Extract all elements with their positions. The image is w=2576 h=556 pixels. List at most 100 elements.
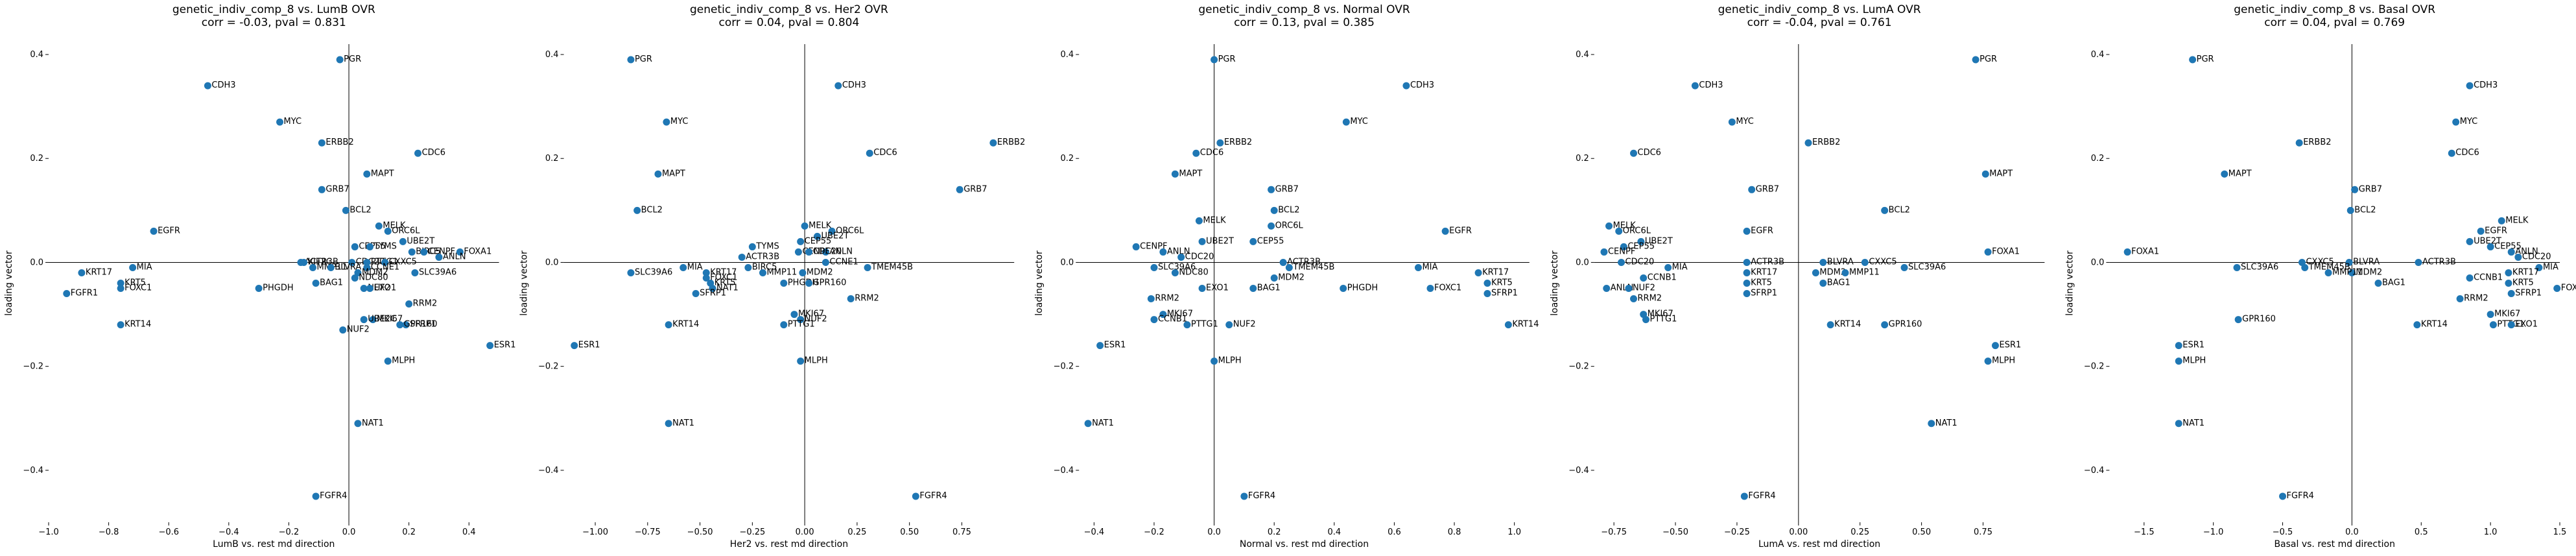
data-point	[1841, 269, 1849, 276]
data-point-label: NAT1	[672, 418, 694, 428]
data-point-label: GRB7	[1275, 184, 1299, 194]
data-point	[1268, 222, 1275, 230]
x-tick-label: −0.75	[635, 527, 661, 537]
data-point	[2507, 248, 2515, 256]
data-point-label: PGR	[1979, 54, 1997, 64]
data-point-label: GPR160	[2242, 315, 2276, 324]
y-tick-label: 0.2	[2091, 154, 2105, 163]
data-point	[1991, 342, 1999, 350]
data-point	[2487, 243, 2494, 250]
data-point-label: EGFR	[2485, 226, 2507, 236]
data-point-label: PHGDH	[1347, 284, 1378, 293]
data-point	[1279, 258, 1287, 266]
x-tick-label: 0.75	[1974, 527, 1992, 537]
data-point	[1342, 118, 1350, 126]
data-point	[411, 269, 419, 276]
data-point-label: PTTG1	[788, 320, 815, 330]
data-point	[354, 420, 362, 428]
data-point	[2346, 206, 2354, 214]
data-point	[1812, 269, 1819, 276]
data-point	[2175, 420, 2182, 428]
data-point	[780, 321, 788, 329]
x-axis-label: LumB vs. rest md direction	[213, 539, 335, 550]
data-point	[117, 285, 124, 293]
data-point-label: KRT5	[1491, 278, 1513, 288]
data-point-label: KRT14	[2421, 320, 2448, 330]
data-point-label: KRT5	[715, 278, 736, 288]
data-point	[1211, 56, 1218, 64]
data-point-label: UBE2T	[1645, 236, 1673, 246]
data-point	[2348, 269, 2356, 276]
data-point	[1504, 321, 1512, 329]
data-point	[1285, 263, 1293, 271]
data-point	[1340, 285, 1347, 293]
y-tick-label: 0.2	[30, 154, 43, 163]
data-point	[1743, 280, 1751, 287]
data-point-label: KRT14	[672, 320, 699, 330]
y-axis-label: loading vector	[519, 250, 530, 316]
data-point	[1198, 237, 1206, 245]
data-point-label: KRT17	[1482, 267, 1509, 277]
x-axis-label: Basal vs. rest md direction	[2274, 539, 2395, 550]
data-point	[405, 300, 413, 308]
chart-title: genetic_indiv_comp_8 vs. LumA OVR	[1718, 3, 1921, 16]
x-tick-label: −0.2	[1144, 527, 1164, 537]
data-point	[318, 186, 325, 193]
x-tick-label: −1.00	[582, 527, 608, 537]
data-point-label: BCL2	[1278, 205, 1299, 215]
data-point	[117, 321, 124, 329]
data-point-label: MYC	[284, 117, 302, 127]
data-point-label: KRT17	[2512, 267, 2539, 277]
data-point-label: MAPT	[2228, 169, 2252, 178]
data-point	[738, 253, 746, 261]
data-point	[1441, 227, 1449, 235]
data-point-label: MLPH	[1218, 356, 1242, 366]
x-tick-label: 0.25	[847, 527, 866, 537]
data-point	[408, 248, 416, 256]
data-point	[663, 118, 670, 126]
data-point-label: NAT1	[2182, 418, 2204, 428]
x-tick-label: 0.50	[1912, 527, 1931, 537]
x-tick-label: −0.25	[1724, 527, 1750, 537]
data-point	[276, 118, 284, 126]
data-point	[1084, 420, 1092, 428]
y-axis-label: loading vector	[4, 250, 14, 316]
data-point-label: MAPT	[1989, 169, 2013, 178]
data-point-label: FGFR4	[320, 491, 347, 501]
data-point-label: UBE2C	[368, 315, 396, 324]
data-point	[1691, 82, 1699, 90]
data-point-label: ANLN	[2515, 247, 2538, 256]
data-point	[799, 269, 807, 276]
data-point	[78, 269, 86, 276]
y-tick-label: −0.4	[538, 466, 559, 476]
data-point	[2345, 258, 2353, 266]
x-tick-label: −0.8	[99, 527, 119, 537]
data-point-label: PGR	[2197, 54, 2214, 64]
data-point-label: CDC6	[1638, 148, 1661, 158]
data-point-label: BCL2	[2354, 205, 2376, 215]
data-point-label: TYMS	[373, 241, 396, 251]
data-point	[1270, 206, 1278, 214]
data-point	[1211, 357, 1218, 365]
data-point-label: UBE2T	[2474, 236, 2501, 246]
y-tick-label: −0.2	[23, 362, 43, 372]
y-tick-label: −0.4	[2084, 466, 2105, 476]
data-point	[351, 243, 359, 250]
data-point-label: KRT17	[86, 267, 112, 277]
data-point	[1928, 420, 1935, 428]
x-tick-label: 0.2	[402, 527, 416, 537]
data-point-label: MAPT	[1179, 169, 1202, 178]
data-point	[2507, 321, 2515, 329]
data-point	[780, 280, 788, 287]
data-point-label: CDH3	[1410, 80, 1434, 90]
data-point	[1483, 290, 1491, 298]
data-point-label: RRM2	[1155, 294, 1179, 304]
data-point	[2221, 170, 2228, 178]
chart-title: genetic_indiv_comp_8 vs. Basal OVR	[2234, 3, 2435, 16]
data-point	[989, 139, 997, 147]
data-point-label: CCNE1	[829, 257, 858, 267]
x-tick-label: −0.2	[279, 527, 300, 537]
data-point-label: ACTR3B	[1287, 257, 1321, 267]
